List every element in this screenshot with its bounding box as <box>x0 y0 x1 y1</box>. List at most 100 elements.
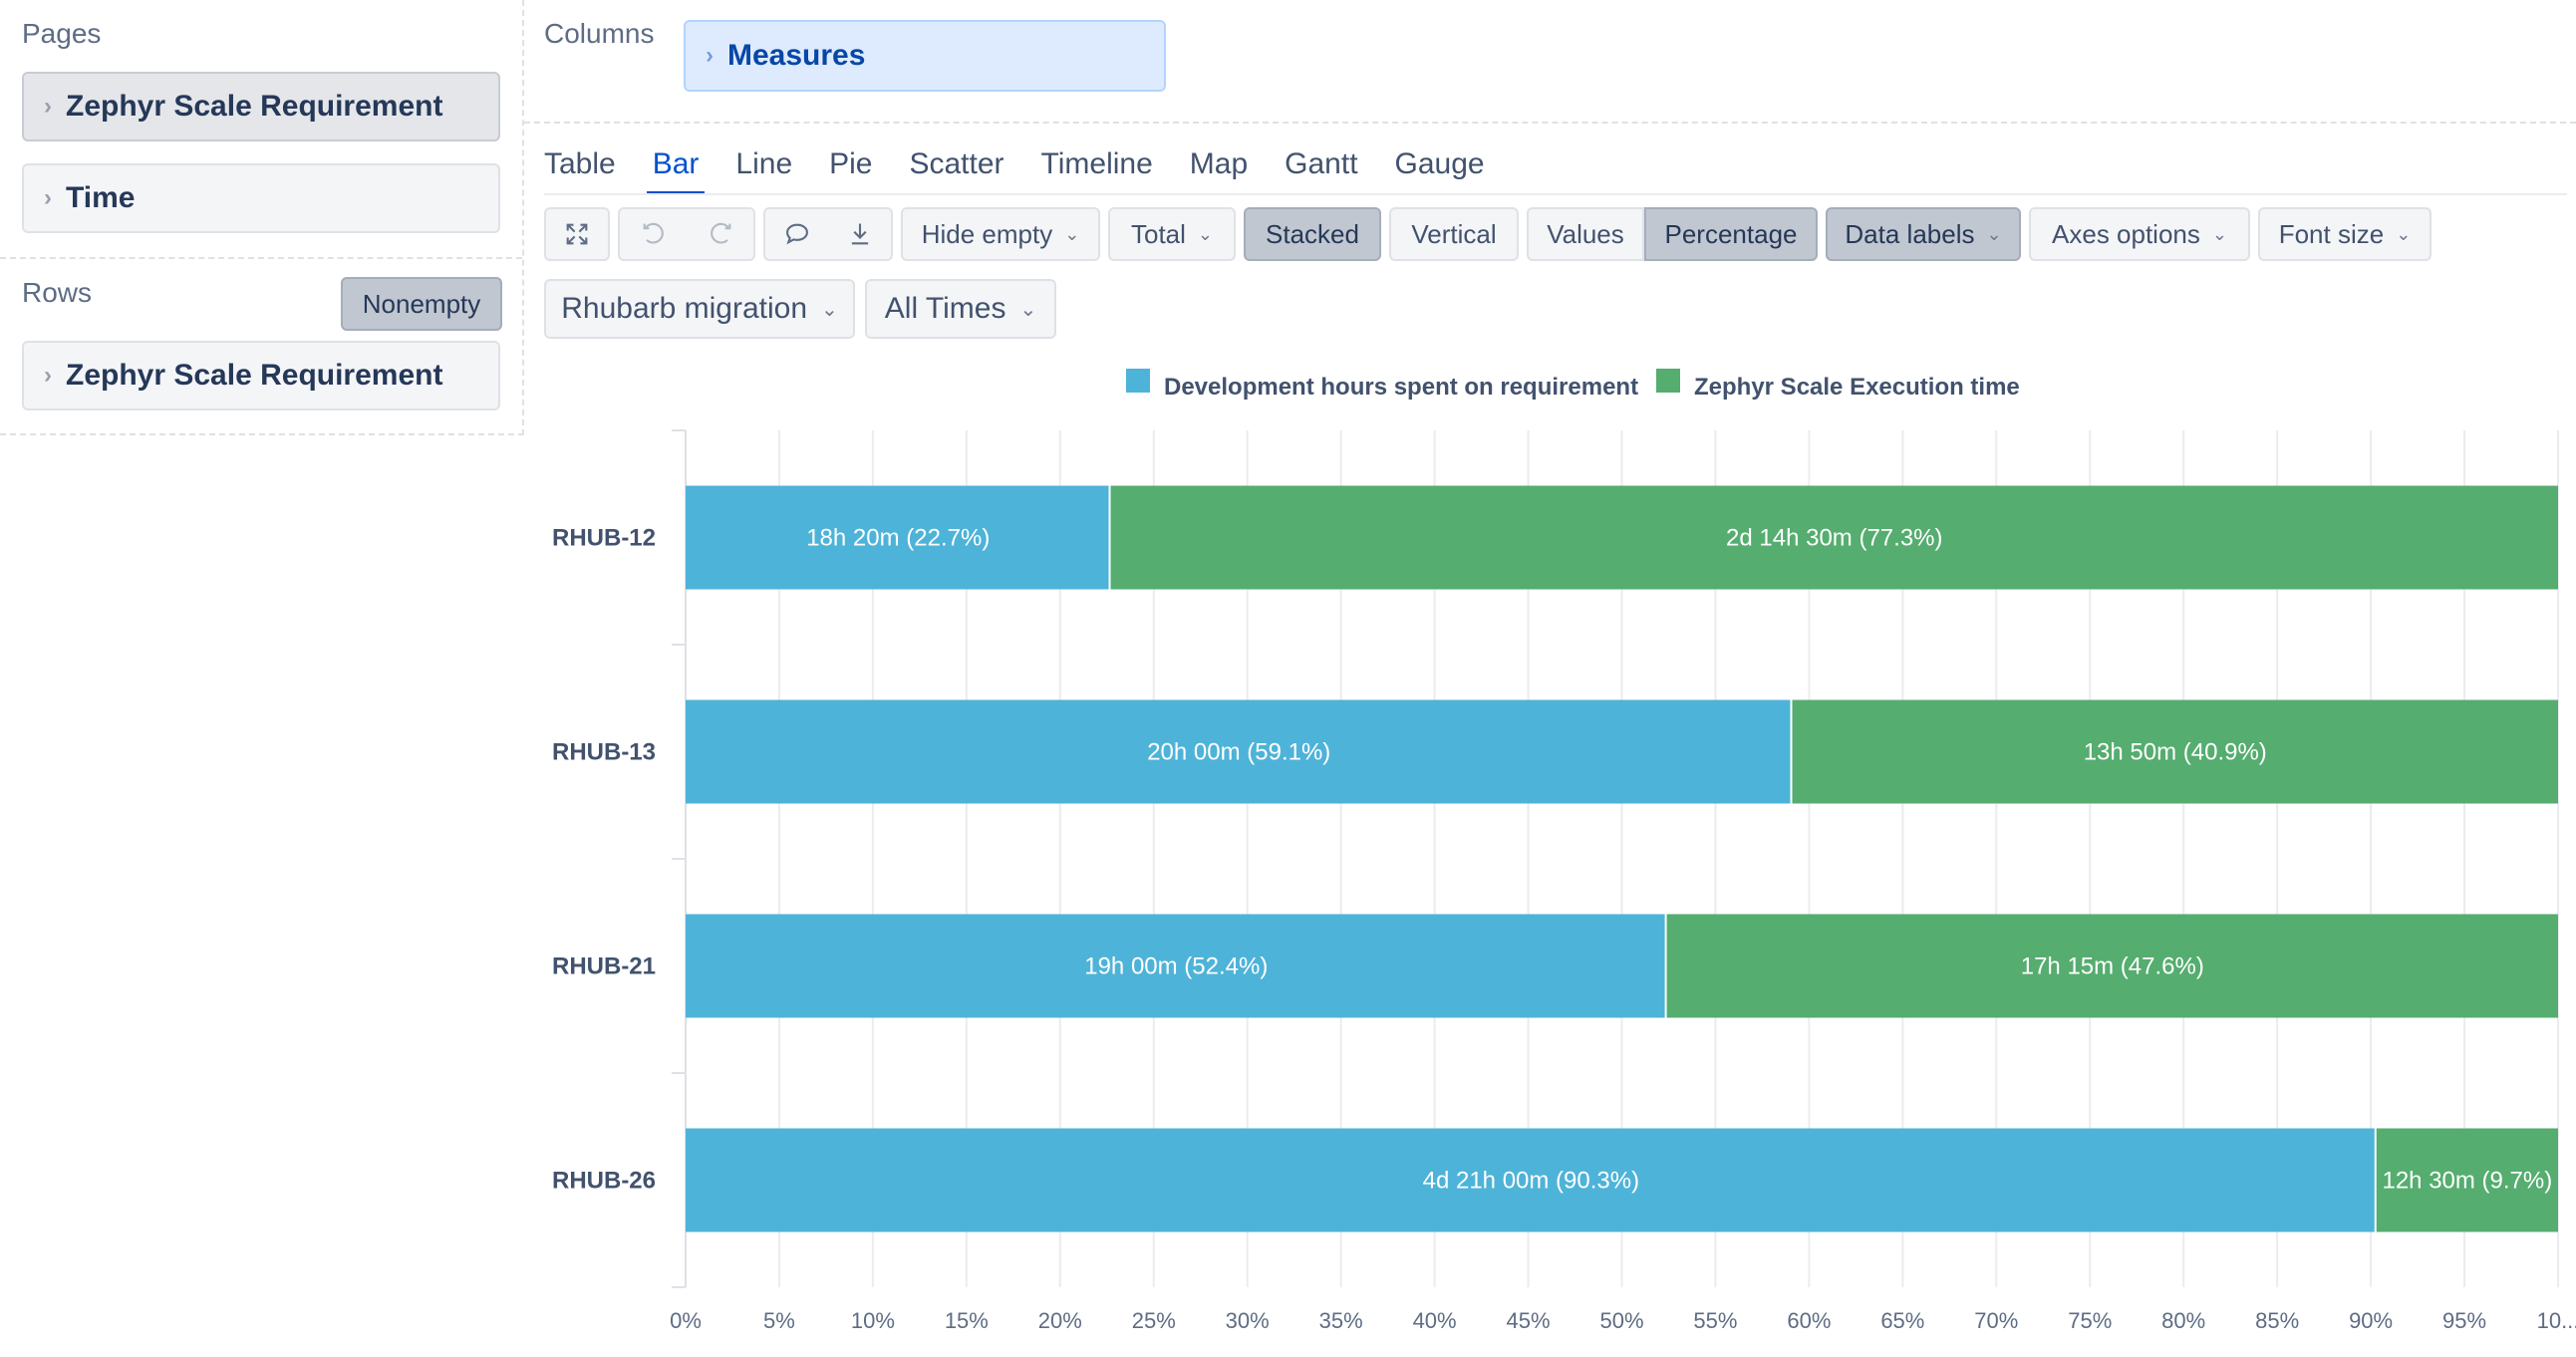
bar-segment[interactable] <box>2376 1128 2558 1232</box>
tab-gantt[interactable]: Gantt <box>1285 147 1358 180</box>
bar-segment[interactable] <box>686 1128 2375 1232</box>
chevron-right-icon: › <box>44 93 52 120</box>
tab-gauge[interactable]: Gauge <box>1394 147 1485 180</box>
data-labels-label: Data labels <box>1845 218 1975 249</box>
legend-swatch <box>1656 369 1680 393</box>
tab-bar[interactable]: Bar <box>646 139 706 195</box>
stacked-toggle[interactable]: Stacked <box>1244 207 1381 261</box>
x-tick-label: 55% <box>1693 1308 1737 1333</box>
dimension-label: Time <box>66 181 136 214</box>
data-label: 2d 14h 30m (77.3%) <box>1726 525 1942 552</box>
percentage-toggle[interactable]: Percentage <box>1644 207 1818 261</box>
tab-line[interactable]: Line <box>735 147 793 180</box>
chevron-down-icon: ⌄ <box>1019 298 1037 321</box>
legend-label: Development hours spent on requirement <box>1164 374 1638 401</box>
bar-segment[interactable] <box>1110 485 2558 590</box>
chevron-right-icon: › <box>44 184 52 211</box>
data-label: 13h 50m (40.9%) <box>2084 739 2267 766</box>
total-dropdown[interactable]: Total ⌄ <box>1108 207 1236 261</box>
total-label: Total <box>1130 218 1186 249</box>
legend-swatch <box>1126 369 1150 393</box>
category-label: RHUB-26 <box>552 1168 656 1195</box>
pages-title: Pages <box>22 18 102 49</box>
data-label: 12h 30m (9.7%) <box>2382 1168 2552 1195</box>
chevron-right-icon: › <box>44 362 52 389</box>
x-tick-label: 0% <box>670 1308 702 1333</box>
row-dimension-zephyr[interactable]: › Zephyr Scale Requirement <box>22 341 500 410</box>
bar-segment[interactable] <box>686 485 1109 590</box>
legend-label: Zephyr Scale Execution time <box>1694 374 2020 401</box>
bar-segment[interactable] <box>1666 914 2558 1018</box>
page-dimension-time[interactable]: › Time <box>22 163 500 233</box>
tab-timeline[interactable]: Timeline <box>1040 147 1153 180</box>
expand-icon <box>566 223 588 245</box>
axes-options-label: Axes options <box>2052 218 2200 249</box>
measures-dimension[interactable]: › Measures <box>684 20 1166 92</box>
category-label: RHUB-13 <box>552 739 656 766</box>
rows-title: Rows <box>22 277 93 308</box>
comment-download-group <box>763 207 893 261</box>
tab-map[interactable]: Map <box>1189 147 1249 180</box>
category-label: RHUB-21 <box>552 953 656 980</box>
font-size-dropdown[interactable]: Font size ⌄ <box>2258 207 2432 261</box>
values-toggle[interactable]: Values <box>1527 207 1644 261</box>
page-dimension-zephyr[interactable]: › Zephyr Scale Requirement <box>22 72 500 141</box>
x-tick-label: 35% <box>1319 1308 1363 1333</box>
download-icon[interactable] <box>846 220 874 248</box>
x-tick-label: 20% <box>1038 1308 1082 1333</box>
x-tick-label: 70% <box>1974 1308 2018 1333</box>
section-divider <box>0 257 522 259</box>
x-tick-label: 90% <box>2349 1308 2393 1333</box>
x-tick-label: 65% <box>1880 1308 1924 1333</box>
comment-icon[interactable] <box>783 220 811 248</box>
chevron-right-icon: › <box>706 42 714 69</box>
dimension-label: Zephyr Scale Requirement <box>66 90 443 123</box>
x-tick-label: 15% <box>945 1308 989 1333</box>
category-label: RHUB-12 <box>552 525 656 552</box>
project-filter-label: Rhubarb migration <box>561 292 808 325</box>
measures-label: Measures <box>727 39 866 72</box>
font-size-label: Font size <box>2278 218 2385 249</box>
chevron-down-icon: ⌄ <box>1986 223 2002 244</box>
bar-segment[interactable] <box>1792 699 2558 804</box>
nonempty-button[interactable]: Nonempty <box>341 277 502 331</box>
axes-options-dropdown[interactable]: Axes options ⌄ <box>2029 207 2250 261</box>
chart-type-tabs: Table Bar Line Pie Scatter Timeline Map … <box>544 139 1485 195</box>
tab-pie[interactable]: Pie <box>829 147 873 180</box>
x-tick-label: 75% <box>2068 1308 2112 1333</box>
x-tick-label: 40% <box>1413 1308 1457 1333</box>
data-labels-dropdown[interactable]: Data labels ⌄ <box>1826 207 2021 261</box>
bar-segment[interactable] <box>686 699 1791 804</box>
x-tick-label: 50% <box>1599 1308 1643 1333</box>
chevron-down-icon: ⌄ <box>821 298 838 321</box>
x-tick-label: 10% <box>851 1308 895 1333</box>
x-tick-label: 45% <box>1507 1308 1551 1333</box>
x-tick-label: 80% <box>2161 1308 2205 1333</box>
x-tick-label: 95% <box>2442 1308 2486 1333</box>
time-filter-label: All Times <box>884 292 1006 325</box>
vertical-toggle[interactable]: Vertical <box>1389 207 1519 261</box>
data-label: 19h 00m (52.4%) <box>1084 953 1268 980</box>
x-tick-label: 10... <box>2537 1308 2576 1333</box>
chevron-down-icon: ⌄ <box>2396 223 2412 244</box>
tab-scatter[interactable]: Scatter <box>909 147 1004 180</box>
x-tick-label: 25% <box>1132 1308 1176 1333</box>
bar-segment[interactable] <box>686 914 1665 1018</box>
chevron-down-icon: ⌄ <box>1197 223 1213 244</box>
undo-icon[interactable] <box>640 220 668 248</box>
redo-icon[interactable] <box>707 220 734 248</box>
data-label: 20h 00m (59.1%) <box>1147 739 1330 766</box>
hide-empty-label: Hide empty <box>921 218 1053 249</box>
x-tick-label: 85% <box>2255 1308 2299 1333</box>
data-label: 4d 21h 00m (90.3%) <box>1423 1168 1639 1195</box>
time-filter-dropdown[interactable]: All Times ⌄ <box>865 279 1056 339</box>
layout-panel: Pages › Zephyr Scale Requirement › Time … <box>0 0 524 435</box>
project-filter-dropdown[interactable]: Rhubarb migration ⌄ <box>544 279 855 339</box>
fullscreen-button[interactable] <box>544 207 610 261</box>
tab-table[interactable]: Table <box>544 147 616 180</box>
chevron-down-icon: ⌄ <box>2211 223 2227 244</box>
x-tick-label: 30% <box>1226 1308 1270 1333</box>
hide-empty-dropdown[interactable]: Hide empty ⌄ <box>901 207 1100 261</box>
chevron-down-icon: ⌄ <box>1064 223 1080 244</box>
